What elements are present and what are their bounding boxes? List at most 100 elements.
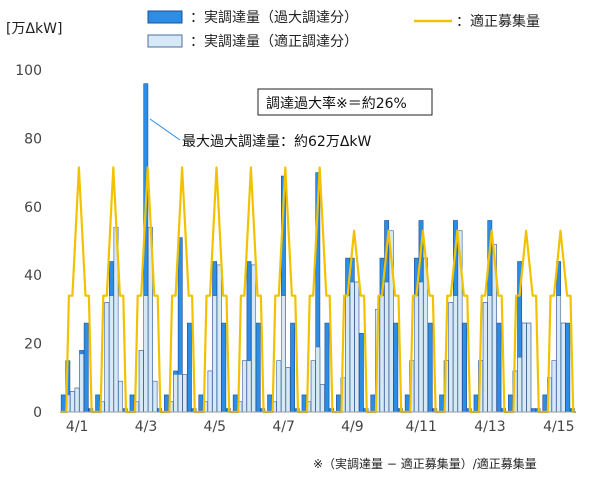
bar-proper bbox=[349, 281, 355, 413]
bar-proper bbox=[482, 302, 488, 413]
x-tick-label: 4/3 bbox=[135, 419, 158, 435]
bar-proper bbox=[319, 384, 325, 413]
y-axis: 0 20 40 60 80 100 bbox=[15, 63, 42, 421]
bar-proper bbox=[418, 281, 424, 413]
ratio-box bbox=[257, 88, 433, 116]
bar-proper bbox=[379, 295, 385, 413]
bar-excess bbox=[565, 322, 571, 413]
y-tick-label: 40 bbox=[24, 268, 42, 284]
bar-proper bbox=[138, 350, 144, 413]
y-axis-unit-label: [万ΔkW] bbox=[6, 21, 62, 37]
footnote: ※（実調達量 − 適正募集量）/適正募集量 bbox=[313, 456, 537, 471]
bar-proper bbox=[242, 360, 247, 413]
max-excess-label: 最大過大調達量：約62万ΔkW bbox=[182, 134, 371, 150]
x-tick-label: 4/11 bbox=[405, 419, 436, 435]
bar-proper bbox=[487, 295, 493, 413]
bar-excess bbox=[530, 408, 536, 413]
bar-proper bbox=[173, 374, 179, 413]
bar-proper bbox=[104, 302, 110, 413]
bar-excess bbox=[439, 394, 445, 413]
y-tick-label: 60 bbox=[24, 200, 42, 216]
bar-excess bbox=[164, 394, 169, 413]
bar-proper bbox=[315, 346, 321, 413]
bar-proper bbox=[521, 322, 527, 413]
bar-proper bbox=[152, 380, 158, 413]
bar-excess bbox=[358, 333, 364, 413]
max-excess-annotation: 最大過大調達量：約62万ΔkW bbox=[149, 118, 371, 150]
bar-excess bbox=[186, 322, 192, 413]
bar-proper bbox=[143, 295, 149, 413]
bar-proper bbox=[118, 380, 123, 413]
ratio-annotation: 調達過大率※＝約26% bbox=[257, 88, 433, 116]
legend-label-recruit: ：適正募集量 bbox=[456, 13, 540, 30]
bar-proper bbox=[182, 374, 188, 413]
bar-excess bbox=[542, 394, 548, 413]
bar-excess bbox=[336, 394, 341, 413]
legend-label-proper: ：実調達量（適正調達分） bbox=[190, 33, 358, 50]
x-tick-label: 4/1 bbox=[66, 419, 89, 435]
series-line-recruit bbox=[60, 166, 576, 414]
bar-proper bbox=[70, 391, 75, 413]
bar-proper bbox=[177, 374, 183, 413]
bar-excess bbox=[301, 394, 307, 413]
bar-excess bbox=[232, 394, 238, 413]
bar-excess bbox=[290, 322, 295, 413]
bar-proper bbox=[281, 295, 286, 413]
x-tick-label: 4/9 bbox=[341, 419, 364, 435]
bar-excess bbox=[496, 322, 502, 413]
bar-proper bbox=[207, 370, 213, 413]
bar-proper bbox=[354, 281, 360, 413]
y-tick-label: 20 bbox=[24, 337, 42, 353]
bar-excess bbox=[427, 322, 433, 413]
bar-excess bbox=[198, 394, 204, 413]
bar-proper bbox=[285, 367, 291, 413]
bar-proper bbox=[216, 264, 222, 413]
y-tick-label: 100 bbox=[15, 63, 42, 79]
bar-excess bbox=[393, 322, 399, 413]
bar-proper bbox=[310, 360, 316, 413]
max-excess-leader-line bbox=[149, 118, 181, 141]
x-tick-label: 4/7 bbox=[272, 419, 295, 435]
bar-proper bbox=[551, 360, 557, 413]
legend: ：実調達量（過大調達分） ：実調達量（適正調達分） ：適正募集量 bbox=[147, 10, 540, 50]
legend-swatch-proper bbox=[147, 34, 183, 48]
x-axis: 4/1 4/3 4/5 4/7 4/9 4/11 4/13 4/15 bbox=[66, 419, 575, 435]
bar-proper bbox=[448, 302, 454, 413]
bar-excess bbox=[83, 322, 89, 413]
bar-proper bbox=[246, 360, 252, 413]
legend-label-excess: ：実調達量（過大調達分） bbox=[190, 10, 358, 26]
bar-proper bbox=[517, 356, 523, 413]
bar-proper bbox=[384, 281, 390, 413]
bar-proper bbox=[453, 295, 458, 413]
bar-proper bbox=[556, 295, 562, 413]
bar-proper bbox=[79, 353, 85, 413]
bar-excess bbox=[95, 394, 101, 413]
ratio-text: 調達過大率※＝約26% bbox=[266, 95, 407, 112]
bar-excess bbox=[221, 322, 227, 413]
y-tick-label: 80 bbox=[24, 131, 42, 147]
bar-excess bbox=[60, 394, 66, 413]
bar-series bbox=[60, 83, 575, 413]
x-tick-label: 4/5 bbox=[204, 419, 227, 435]
bar-excess bbox=[324, 322, 330, 413]
bar-proper bbox=[414, 295, 419, 413]
bar-excess bbox=[129, 394, 135, 413]
x-tick-label: 4/13 bbox=[474, 419, 505, 435]
bar-proper bbox=[560, 322, 566, 413]
bar-proper bbox=[74, 387, 80, 413]
bar-proper bbox=[526, 322, 532, 413]
y-tick-label: 0 bbox=[33, 405, 42, 421]
bar-proper bbox=[212, 295, 218, 413]
bar-excess bbox=[473, 394, 479, 413]
bar-proper bbox=[251, 264, 257, 413]
bar-excess bbox=[508, 394, 513, 413]
bar-excess bbox=[370, 394, 376, 413]
bar-excess bbox=[267, 394, 273, 413]
legend-swatch-excess bbox=[147, 10, 183, 24]
bar-excess bbox=[462, 322, 467, 413]
x-tick-label: 4/15 bbox=[543, 419, 574, 435]
bar-proper bbox=[345, 295, 351, 413]
bar-proper bbox=[276, 360, 282, 413]
bar-proper bbox=[109, 295, 114, 413]
